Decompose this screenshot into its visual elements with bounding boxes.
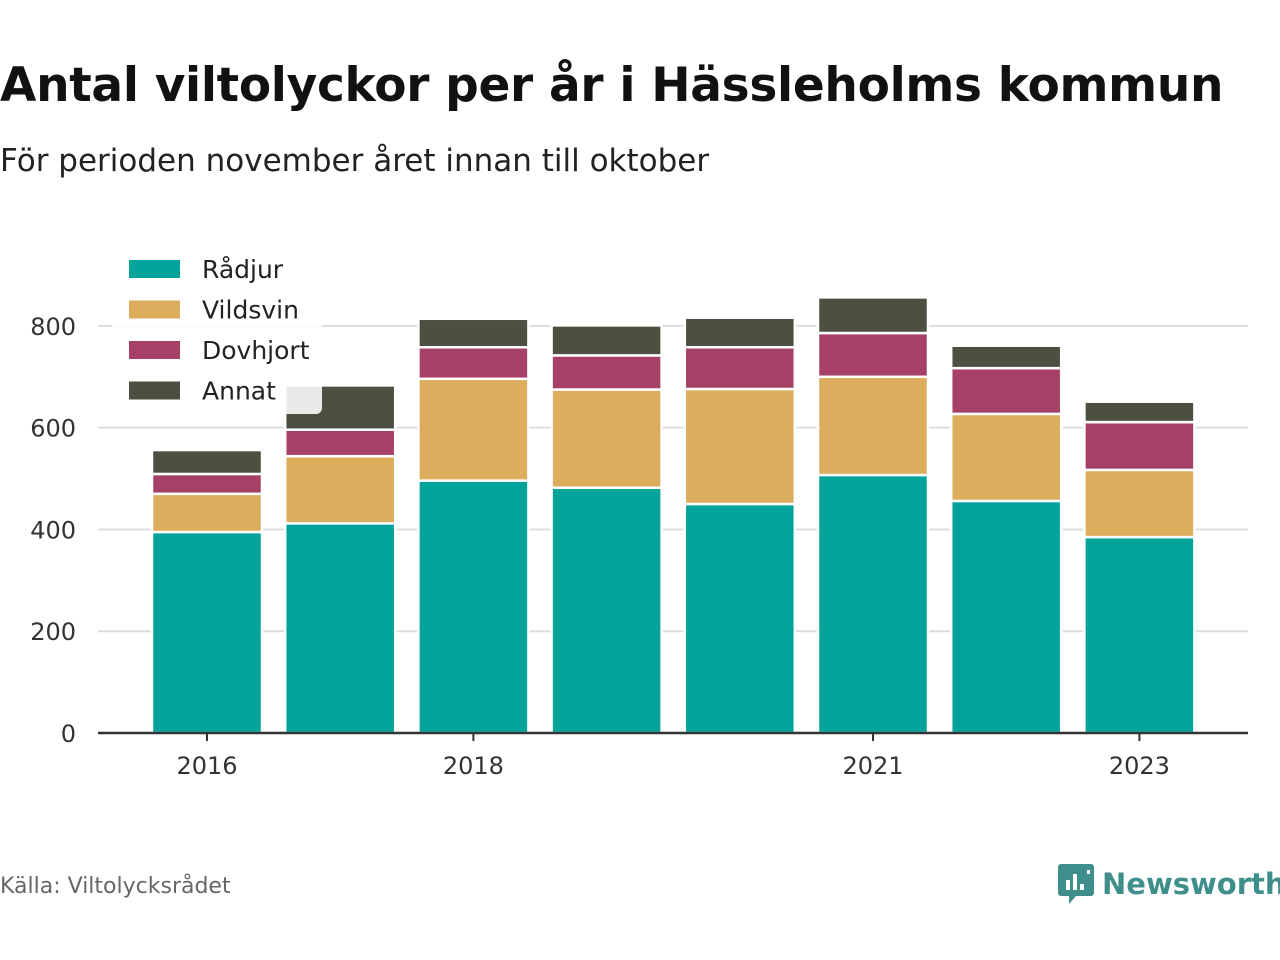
x-tick-label: 2016	[176, 752, 237, 780]
bar-segment-rådjur	[683, 502, 797, 735]
x-axis: 2016 2018 2021 2023	[98, 731, 1248, 780]
bar-segment-vildsvin	[550, 388, 663, 489]
chart-subtitle: För perioden november året innan till ok…	[0, 143, 710, 179]
bar-stack-2021	[816, 296, 930, 735]
bar-segment-vildsvin	[949, 412, 1063, 503]
legend: Rådjur Vildsvin Dovhjort Annat	[112, 246, 322, 414]
bar-segment-rådjur	[150, 530, 264, 735]
bar-segment-annat	[949, 344, 1063, 370]
bar-segment-dovhjort	[550, 354, 663, 391]
bars	[150, 296, 1196, 735]
source-note: Källa: Viltolycksrådet	[0, 874, 231, 899]
bar-segment-dovhjort	[816, 331, 930, 379]
bar-segment-rådjur	[550, 486, 663, 735]
bar-segment-dovhjort	[417, 346, 530, 381]
bar-segment-vildsvin	[150, 492, 264, 534]
newsworthy-logo-icon	[1058, 864, 1094, 904]
y-tick-label: 200	[30, 618, 76, 646]
bar-segment-dovhjort	[283, 428, 397, 458]
x-tick-label: 2018	[443, 752, 504, 780]
bar-segment-rådjur	[816, 473, 930, 735]
bar-segment-vildsvin	[683, 387, 797, 506]
bar-segment-rådjur	[949, 499, 1063, 735]
x-tick-label: 2023	[1109, 752, 1170, 780]
bar-stack-2019	[550, 324, 663, 735]
bar-segment-rådjur	[1083, 535, 1196, 735]
bar-segment-annat	[683, 316, 797, 349]
legend-swatch	[129, 381, 180, 400]
bar-segment-annat	[816, 296, 930, 335]
bar-segment-dovhjort	[150, 472, 264, 496]
bar-segment-rådjur	[283, 522, 397, 735]
legend-item-vildsvin[interactable]: Vildsvin	[129, 296, 299, 325]
bar-segment-annat	[150, 448, 264, 476]
y-tick-label: 800	[30, 313, 76, 341]
bar-segment-vildsvin	[816, 375, 930, 477]
bar-segment-dovhjort	[949, 366, 1063, 416]
bar-segment-annat	[550, 324, 663, 357]
legend-swatch	[129, 341, 180, 359]
legend-item-dovhjort[interactable]: Dovhjort	[129, 336, 310, 365]
y-tick-label: 0	[61, 720, 76, 748]
brand-logo[interactable]: Newsworthy	[1058, 862, 1280, 906]
legend-label: Rådjur	[202, 255, 284, 284]
y-axis-ticks: 0 200 400 600 800	[30, 313, 76, 748]
legend-swatch	[129, 260, 180, 278]
legend-label: Dovhjort	[202, 336, 310, 365]
y-tick-label: 600	[30, 415, 76, 443]
legend-swatch	[129, 300, 180, 319]
x-tick-label: 2021	[842, 752, 903, 780]
bar-segment-dovhjort	[683, 346, 797, 391]
bar-stack-2018	[417, 317, 530, 735]
legend-background	[112, 246, 322, 414]
legend-item-rådjur[interactable]: Rådjur	[129, 255, 284, 284]
bar-segment-dovhjort	[1083, 420, 1196, 472]
bar-stack-2023	[1083, 400, 1196, 735]
bar-segment-vildsvin	[1083, 468, 1196, 539]
legend-label: Vildsvin	[202, 296, 299, 325]
bar-stack-2020	[683, 316, 797, 735]
y-tick-label: 400	[30, 516, 76, 544]
bar-segment-rådjur	[417, 479, 530, 735]
bar-stack-2016	[150, 448, 264, 735]
bar-stack-2022	[949, 344, 1063, 735]
chart-title: Antal viltolyckor per år i Hässleholms k…	[0, 58, 1224, 113]
legend-label: Annat	[202, 377, 276, 406]
brand-name: Newsworthy	[1102, 867, 1280, 901]
bar-stack-2017	[283, 384, 397, 735]
bar-segment-vildsvin	[417, 377, 530, 482]
bar-segment-annat	[417, 317, 530, 349]
legend-item-annat[interactable]: Annat	[129, 377, 276, 406]
bar-segment-vildsvin	[283, 454, 397, 525]
bar-segment-annat	[1083, 400, 1196, 424]
